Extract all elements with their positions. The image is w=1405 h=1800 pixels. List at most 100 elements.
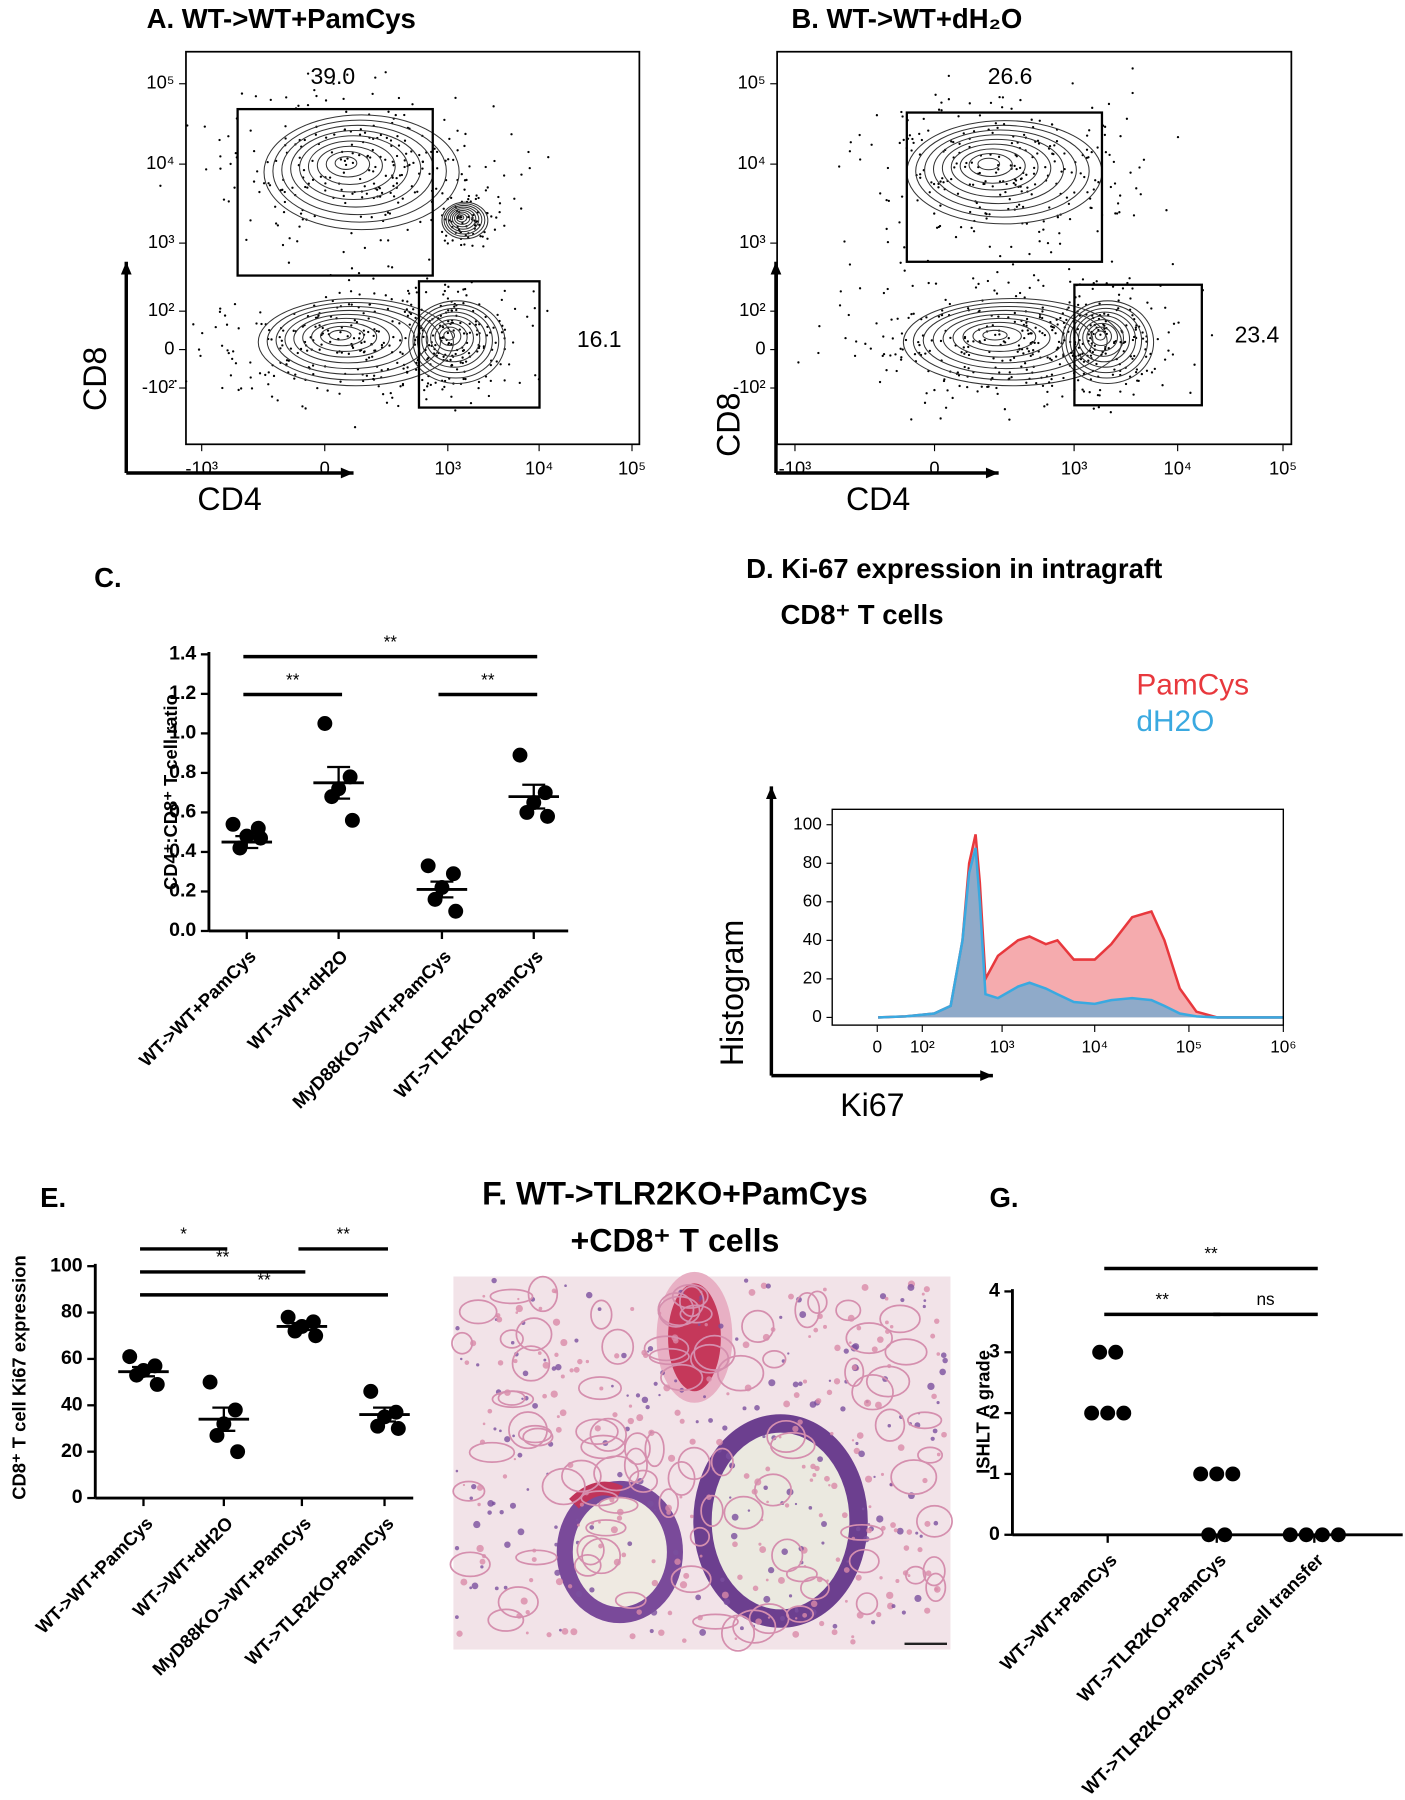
event-dot	[240, 92, 244, 95]
event-dot	[1051, 328, 1054, 332]
event-dot	[1093, 344, 1096, 347]
event-dot	[1003, 408, 1007, 411]
event-dot	[226, 349, 229, 352]
plot-frame	[776, 50, 1293, 446]
event-dot	[267, 182, 270, 185]
event-dot	[1091, 106, 1094, 109]
event-dot	[1055, 140, 1059, 143]
event-dot	[972, 340, 975, 343]
event-dot	[1032, 172, 1036, 175]
tissue-cell	[828, 1483, 831, 1487]
event-dot	[968, 102, 971, 105]
event-dot	[885, 369, 888, 372]
event-dot	[493, 228, 497, 231]
tissue-cell	[840, 1406, 846, 1412]
event-dot	[395, 182, 399, 185]
event-dot	[1021, 329, 1024, 332]
event-dot	[324, 136, 328, 139]
event-dot	[908, 134, 912, 137]
y-axis-label: CD8	[77, 347, 113, 411]
event-dot	[1081, 278, 1085, 281]
event-dot	[320, 343, 323, 346]
event-dot	[410, 303, 413, 306]
event-dot	[1081, 352, 1084, 355]
tissue-cell	[650, 1609, 658, 1616]
tissue-cell	[611, 1384, 614, 1388]
event-dot	[507, 363, 511, 366]
event-dot	[462, 332, 466, 335]
event-dot	[245, 238, 248, 242]
y-tick-label: 80	[61, 1301, 83, 1323]
event-dot	[1076, 303, 1080, 306]
event-dot	[340, 188, 343, 191]
event-dot	[928, 191, 931, 194]
tissue-cell	[734, 1637, 738, 1640]
event-dot	[997, 315, 1000, 318]
event-dot	[1026, 329, 1029, 332]
event-dot	[1007, 337, 1010, 340]
event-dot	[899, 261, 902, 264]
tissue-cell	[551, 1366, 557, 1371]
event-dot	[940, 101, 943, 104]
event-dot	[375, 329, 378, 333]
event-dot	[381, 393, 385, 396]
event-dot	[1105, 332, 1108, 336]
tissue-cell	[635, 1393, 641, 1398]
tissue-cell	[732, 1541, 738, 1548]
data-point	[1330, 1527, 1346, 1543]
event-dot	[403, 165, 406, 169]
tissue-cell	[851, 1439, 855, 1442]
event-dot	[886, 287, 889, 291]
event-dot	[1107, 102, 1111, 106]
event-dot	[392, 195, 396, 198]
tissue-cell	[502, 1474, 508, 1479]
event-dot	[838, 304, 842, 307]
tissue-cell	[914, 1594, 922, 1602]
event-dot	[461, 361, 464, 365]
tissue-cell	[891, 1604, 896, 1609]
event-dot	[214, 326, 217, 329]
event-dot	[998, 180, 1002, 183]
event-dot	[434, 381, 437, 384]
event-dot	[1117, 293, 1121, 296]
event-dot	[1062, 321, 1066, 325]
event-dot	[456, 290, 460, 293]
event-dot	[818, 325, 821, 328]
contour	[977, 157, 1001, 171]
event-dot	[268, 184, 272, 187]
event-dot	[347, 352, 350, 355]
event-dot	[974, 286, 978, 289]
tissue-cell	[843, 1567, 850, 1573]
data-point	[427, 891, 443, 907]
event-dot	[342, 171, 346, 174]
event-dot	[887, 199, 890, 202]
x-tick-label: 10⁴	[1081, 1037, 1108, 1057]
tissue-cell	[815, 1398, 822, 1404]
contour	[982, 329, 1008, 341]
event-dot	[1041, 332, 1044, 335]
tissue-cell	[766, 1500, 769, 1504]
event-dot	[293, 377, 296, 380]
event-dot	[294, 373, 297, 376]
event-dot	[298, 156, 301, 159]
event-dot	[358, 154, 361, 157]
event-dot	[1103, 312, 1106, 315]
tissue-cell	[861, 1284, 869, 1291]
tissue-cell	[787, 1352, 790, 1355]
event-dot	[1004, 190, 1007, 194]
tissue-cell	[763, 1595, 771, 1603]
tissue-cell	[876, 1515, 884, 1523]
tissue-cell	[799, 1311, 807, 1318]
data-point	[280, 1309, 296, 1325]
event-dot	[267, 371, 270, 374]
event-dot	[331, 299, 334, 303]
contour	[972, 325, 1022, 347]
tissue-cell	[915, 1531, 919, 1535]
event-dot	[367, 317, 370, 320]
event-dot	[869, 347, 872, 350]
event-dot	[953, 166, 956, 169]
event-dot	[344, 201, 347, 205]
significance-label: **	[481, 669, 495, 689]
event-dot	[326, 389, 329, 392]
event-dot	[1030, 193, 1033, 196]
